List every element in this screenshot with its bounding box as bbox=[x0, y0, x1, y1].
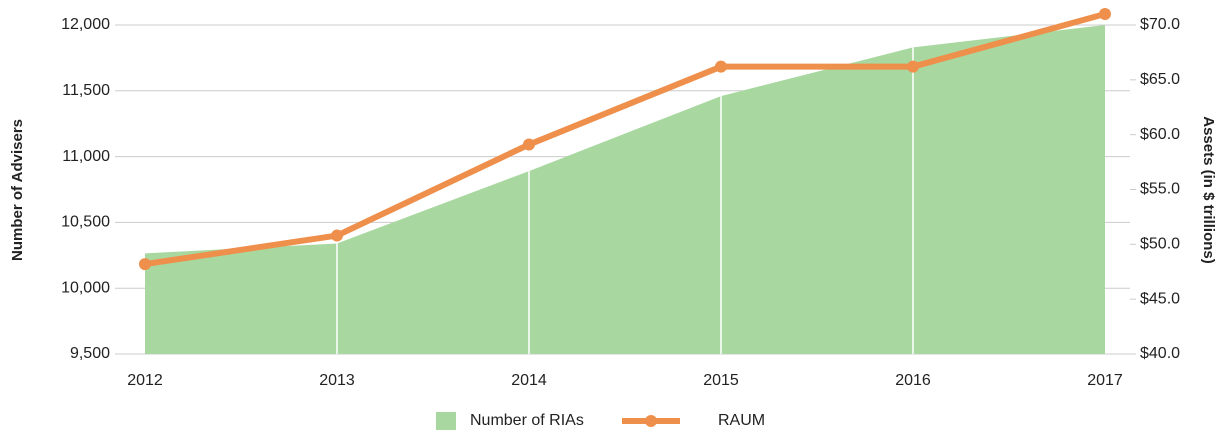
legend-label: RAUM bbox=[718, 412, 765, 429]
x-tick-label: 2017 bbox=[1087, 372, 1123, 389]
line-marker bbox=[1099, 8, 1111, 21]
area bbox=[145, 25, 1105, 354]
y2-tick-label: $60.0 bbox=[1140, 126, 1180, 143]
y-tick-label: 9,500 bbox=[70, 345, 110, 362]
y-tick-label: 12,000 bbox=[61, 16, 110, 33]
x-tick-label: 2015 bbox=[703, 372, 739, 389]
line-marker bbox=[523, 138, 535, 151]
x-tick-label: 2014 bbox=[511, 372, 547, 389]
line-marker bbox=[139, 258, 151, 271]
y-axis-title: Number of Advisers bbox=[9, 119, 26, 261]
y2-tick-label: $40.0 bbox=[1140, 345, 1180, 362]
legend-swatch-marker bbox=[645, 415, 657, 427]
y2-tick-label: $70.0 bbox=[1140, 16, 1180, 33]
y2-tick-label: $65.0 bbox=[1140, 71, 1180, 88]
line-marker bbox=[907, 60, 919, 73]
line-marker bbox=[715, 60, 727, 73]
line-marker bbox=[331, 229, 343, 242]
y-tick-label: 10,000 bbox=[61, 279, 110, 296]
y-tick-label: 11,000 bbox=[62, 148, 110, 165]
x-tick-label: 2016 bbox=[895, 372, 931, 389]
y2-tick-label: $50.0 bbox=[1140, 236, 1180, 253]
legend-label: Number of RIAs bbox=[470, 412, 584, 429]
y2-tick-label: $55.0 bbox=[1140, 181, 1180, 198]
line bbox=[144, 11, 1106, 268]
x-tick-label: 2012 bbox=[127, 372, 163, 389]
x-tick-label: 2013 bbox=[319, 372, 355, 389]
legend-swatch bbox=[436, 412, 456, 430]
y-tick-label: 11,500 bbox=[62, 82, 110, 99]
y2-tick-label: $45.0 bbox=[1140, 290, 1180, 307]
y2-axis-title: Assets (in $ trillions) bbox=[1200, 116, 1217, 264]
y-tick-label: 10,500 bbox=[61, 214, 110, 231]
